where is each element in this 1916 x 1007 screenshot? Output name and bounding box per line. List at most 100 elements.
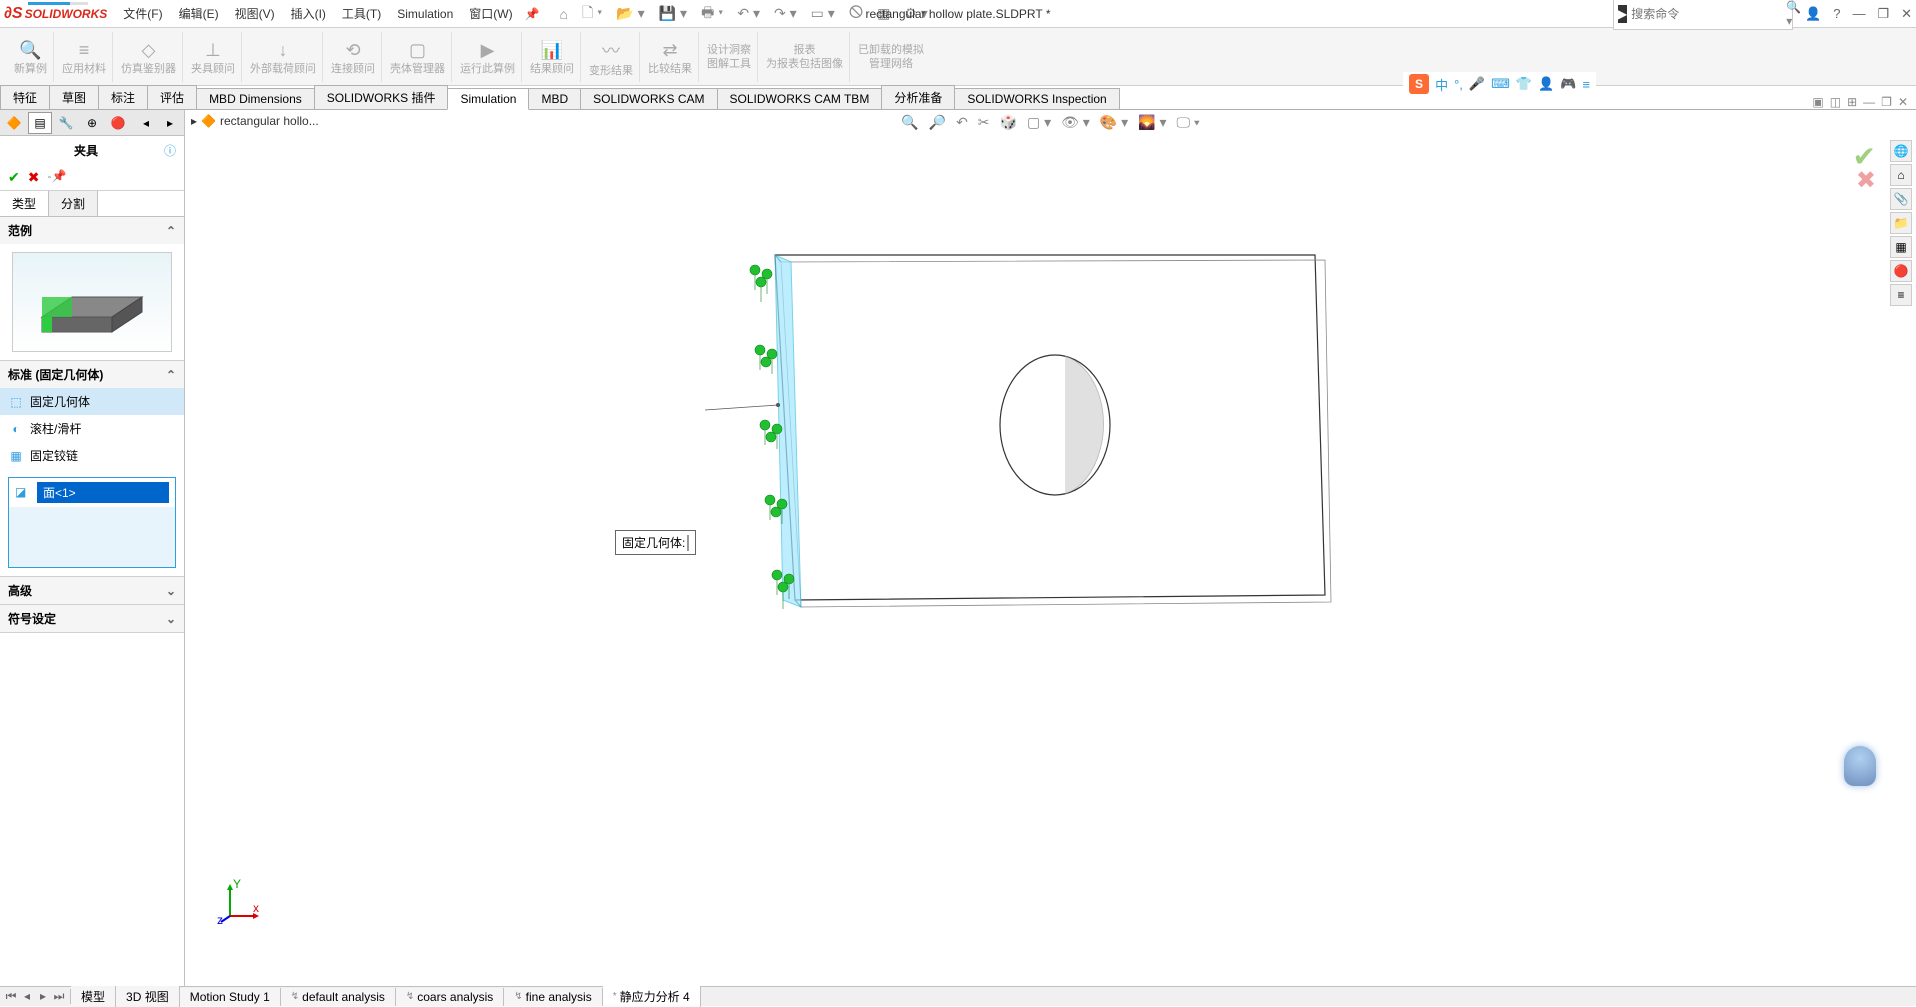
panel-tab-appearance[interactable]: 🔴 [106,112,130,134]
tab-cam-tbm[interactable]: SOLIDWORKS CAM TBM [717,88,883,109]
rtool-globe-icon[interactable]: 🌐 [1890,140,1912,162]
section-standard-header[interactable]: 标准 (固定几何体) ⌃ [0,361,184,388]
panel-tab-property[interactable]: ▤ [28,112,52,134]
section-advanced-header[interactable]: 高级 ⌄ [0,577,184,604]
scene-icon[interactable]: 🌄 ▾ [1138,114,1166,131]
layout-close-icon[interactable]: ✕ [1898,95,1908,109]
zoom-area-icon[interactable]: 🔎 [929,114,946,131]
ok-button[interactable]: ✔ [8,169,20,186]
ribbon-report[interactable]: 报表 为报表包括图像 [760,32,850,82]
subtab-type[interactable]: 类型 [0,191,49,216]
tab-inspection[interactable]: SOLIDWORKS Inspection [954,88,1119,109]
undo-icon[interactable]: ↶ ▾ [737,5,760,22]
ribbon-load-advisor[interactable]: ↓外部载荷顾问 [244,32,323,82]
fixture-roller-slider[interactable]: ◐ 滚柱/滑杆 [0,415,184,442]
panel-tab-config[interactable]: 🔧 [54,112,78,134]
rtool-list-icon[interactable]: ≡ [1890,284,1912,306]
section-example-header[interactable]: 范例 ⌃ [0,217,184,244]
tab-simulation[interactable]: Simulation [447,88,529,110]
btab-static-4[interactable]: *静应力分析 4 [603,986,701,1007]
open-icon[interactable]: 📂 ▾ [616,5,644,22]
menu-file[interactable]: 文件(F) [115,5,170,22]
search-icon[interactable]: 🔍 ▾ [1786,0,1801,28]
ribbon-connection-advisor[interactable]: ⟲连接顾问 [325,32,382,82]
menu-simulation[interactable]: Simulation [389,7,461,21]
rtool-folder-icon[interactable]: 📁 [1890,212,1912,234]
rebuild-icon[interactable]: 🛇 [849,2,863,26]
callout-input[interactable] [687,535,689,551]
pin-icon[interactable]: 📌 [525,7,540,21]
menu-edit[interactable]: 编辑(E) [171,5,227,22]
view-orient-icon[interactable]: 🎲 [1000,114,1017,131]
display-style-icon[interactable]: ▢ ▾ [1027,114,1051,131]
ribbon-shell-manager[interactable]: ▢壳体管理器 [384,32,452,82]
ribbon-new-study[interactable]: 🔍新算例 [8,32,54,82]
menu-insert[interactable]: 插入(I) [283,5,334,22]
ribbon-insight[interactable]: 设计洞察 图解工具 [701,32,758,82]
save-icon[interactable]: 💾 ▾ [659,5,687,22]
select-icon[interactable]: ▭ ▾ [811,5,835,22]
help-icon[interactable]: ? [1833,6,1840,22]
new-icon[interactable]: 🗋 ▾ [582,2,602,26]
selection-empty-area[interactable] [9,507,175,567]
ime-punct-icon[interactable]: °, [1454,77,1463,92]
layout-maximize-icon[interactable]: ❐ [1881,95,1892,109]
close-button[interactable]: ✕ [1901,6,1912,22]
ime-skin-icon[interactable]: 👕 [1516,76,1532,92]
user-icon[interactable]: 👤 [1805,6,1821,22]
expand-icon[interactable]: ▸ [191,114,197,128]
pushpin-icon[interactable]: -📌 [47,169,66,186]
tab-cam[interactable]: SOLIDWORKS CAM [580,88,717,109]
search-command-icon[interactable]: ▶ [1618,5,1627,23]
cancel-button[interactable]: ✖ [28,169,40,186]
tab-analysis-prep[interactable]: 分析准备 [881,85,955,109]
hide-show-icon[interactable]: 👁 ▾ [1061,114,1090,131]
ribbon-material[interactable]: ≡应用材料 [56,32,113,82]
ribbon-compare[interactable]: ⇄比较结果 [642,32,699,82]
fixture-fixed-hinge[interactable]: ▦ 固定铰链 [0,442,184,469]
rtool-view-icon[interactable]: ▦ [1890,236,1912,258]
appearance-icon[interactable]: 🎨 ▾ [1100,114,1128,131]
layout-icon-2[interactable]: ◫ [1830,95,1841,109]
subtab-split[interactable]: 分割 [49,191,98,216]
layout-minimize-icon[interactable]: — [1863,95,1875,109]
menu-view[interactable]: 视图(V) [227,5,283,22]
panel-nav-left[interactable]: ◂ [134,112,158,134]
ime-mic-icon[interactable]: 🎤 [1469,76,1485,92]
layout-icon-1[interactable]: ▣ [1812,95,1823,109]
nav-last-icon[interactable]: ⏭ [52,989,66,1004]
ime-keyboard-icon[interactable]: ⌨ [1491,76,1510,92]
prev-view-icon[interactable]: ↶ [956,114,968,131]
menu-tools[interactable]: 工具(T) [334,5,389,22]
nav-prev-icon[interactable]: ◂ [20,989,34,1004]
breadcrumb[interactable]: ▸ 🔶 rectangular hollo... [191,114,319,128]
btab-fine-analysis[interactable]: ↯fine analysis [504,988,602,1006]
panel-tab-feature-tree[interactable]: 🔶 [2,112,26,134]
btab-motion[interactable]: Motion Study 1 [180,988,281,1006]
layout-icon-3[interactable]: ⊞ [1847,95,1857,109]
selected-face[interactable]: 面<1> [37,482,169,503]
menu-window[interactable]: 窗口(W) [461,5,520,22]
viewport[interactable]: ▸ 🔶 rectangular hollo... 🔍 🔎 ↶ ✂ 🎲 ▢ ▾ 👁… [185,110,1916,986]
ime-logo[interactable]: S [1409,74,1429,94]
ribbon-fixture-advisor[interactable]: ⊥夹具顾问 [185,32,242,82]
zoom-fit-icon[interactable]: 🔍 [901,114,918,131]
section-symbols-header[interactable]: 符号设定 ⌄ [0,605,184,632]
fixture-callout[interactable]: 固定几何体: [615,530,696,555]
ime-game-icon[interactable]: 🎮 [1560,76,1576,92]
btab-model[interactable]: 模型 [71,986,116,1007]
btab-3dview[interactable]: 3D 视图 [116,986,180,1007]
section-view-icon[interactable]: ✂ [978,114,990,131]
tab-mbd[interactable]: MBD [528,88,581,109]
search-input[interactable] [1631,7,1786,21]
tab-annotate[interactable]: 标注 [98,85,148,109]
ime-menu-icon[interactable]: ≡ [1582,77,1590,92]
print-icon[interactable]: 🖶 ▾ [701,2,723,26]
tab-sketch[interactable]: 草图 [49,85,99,109]
rtool-home-icon[interactable]: ⌂ [1890,164,1912,186]
ribbon-run-study[interactable]: ▶运行此算例 [454,32,522,82]
reject-x-icon[interactable]: ✖ [1856,166,1876,195]
tab-mbd-dim[interactable]: MBD Dimensions [196,88,315,109]
view-settings-icon[interactable]: 🖵 ▾ [1177,114,1200,131]
minimize-button[interactable]: — [1852,6,1865,22]
